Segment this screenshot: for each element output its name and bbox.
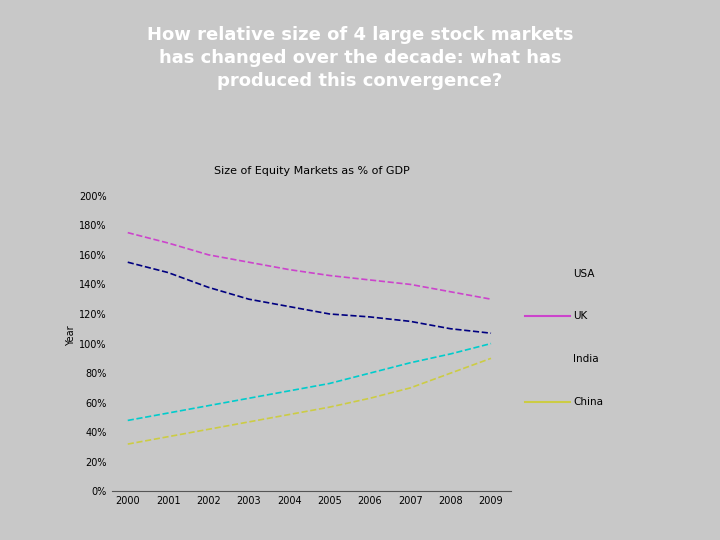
China [325,404,334,410]
UK [123,230,132,236]
UK [285,266,294,273]
Text: India: India [573,354,599,364]
USA [285,303,294,310]
China [406,384,415,391]
UK [446,288,455,295]
China [446,370,455,376]
USA [446,326,455,332]
China [366,395,374,402]
Line: UK: UK [127,233,491,299]
India [406,360,415,366]
China [285,411,294,418]
Title: Size of Equity Markets as % of GDP: Size of Equity Markets as % of GDP [214,166,409,176]
China [123,441,132,447]
USA [406,318,415,325]
India [325,380,334,387]
India [123,417,132,424]
Line: China: China [127,359,491,444]
China [204,426,213,433]
Line: India: India [127,343,491,421]
Text: USA: USA [573,269,595,279]
USA [163,269,172,276]
China [487,355,495,362]
USA [487,330,495,336]
UK [325,272,334,279]
Text: How relative size of 4 large stock markets
has changed over the decade: what has: How relative size of 4 large stock marke… [147,26,573,90]
UK [204,252,213,258]
USA [366,314,374,320]
India [487,340,495,347]
Text: UK: UK [573,312,588,321]
Y-axis label: Year: Year [66,326,76,347]
UK [245,259,253,266]
India [204,402,213,409]
USA [123,259,132,266]
India [446,350,455,357]
China [163,434,172,440]
USA [204,284,213,291]
India [285,388,294,394]
India [163,410,172,416]
USA [245,296,253,302]
UK [163,240,172,246]
India [245,395,253,402]
UK [366,276,374,283]
China [245,418,253,425]
UK [406,281,415,288]
UK [487,296,495,302]
India [366,370,374,376]
Text: China: China [573,397,603,407]
Line: USA: USA [127,262,491,333]
USA [325,310,334,317]
